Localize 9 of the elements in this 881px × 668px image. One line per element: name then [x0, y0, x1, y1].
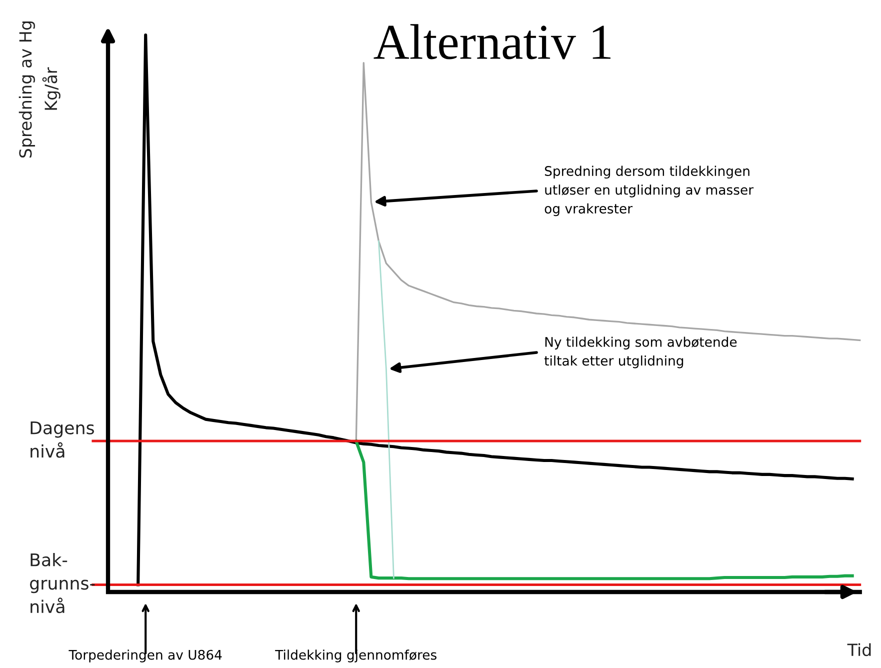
text: Torpederingen av U864	[68, 650, 222, 662]
ref-line-label: Dagens nivå	[30, 421, 94, 458]
x-axis-title: Tid	[847, 643, 871, 656]
annotation: Ny tildekking som avbøtende tiltak etter utglidning	[544, 336, 737, 368]
y-axis-title: Spredning av Hg Kg/år	[18, 22, 60, 158]
ref-line-label: Bak- grunns- nivå	[30, 552, 95, 614]
chart-title: Alternativ 1	[374, 24, 610, 60]
text: Tildekking gjennomføres	[275, 650, 436, 662]
annotation: Spredning dersom tildekkingen utløser en utglidning av masser og vrakrester	[544, 166, 754, 216]
